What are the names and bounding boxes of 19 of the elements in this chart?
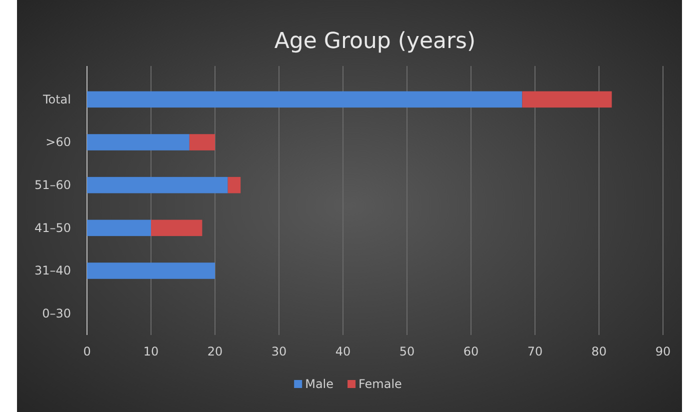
- x-tick-label: 50: [399, 344, 415, 359]
- legend-label: Female: [358, 377, 402, 391]
- y-tick-label: 31–40: [34, 264, 71, 278]
- x-tick-label: 60: [463, 344, 479, 359]
- x-tick-label: 70: [527, 344, 543, 359]
- chart-title: Age Group (years): [274, 29, 476, 54]
- y-tick-label: 51–60: [34, 178, 71, 192]
- x-tick-label: 80: [591, 344, 607, 359]
- x-tick-label: 30: [271, 344, 287, 359]
- x-tick-label: 20: [207, 344, 223, 359]
- legend-label: Male: [305, 377, 334, 391]
- x-tick-label: 90: [655, 344, 671, 359]
- y-tick-label: 0–30: [42, 306, 71, 320]
- y-tick-label: >60: [46, 135, 71, 150]
- x-tick-label: 10: [143, 344, 159, 359]
- y-tick-label: Total: [42, 92, 71, 106]
- y-tick-label: 41–50: [34, 220, 71, 235]
- x-tick-label: 40: [335, 344, 351, 359]
- x-tick-label: 0: [83, 344, 91, 359]
